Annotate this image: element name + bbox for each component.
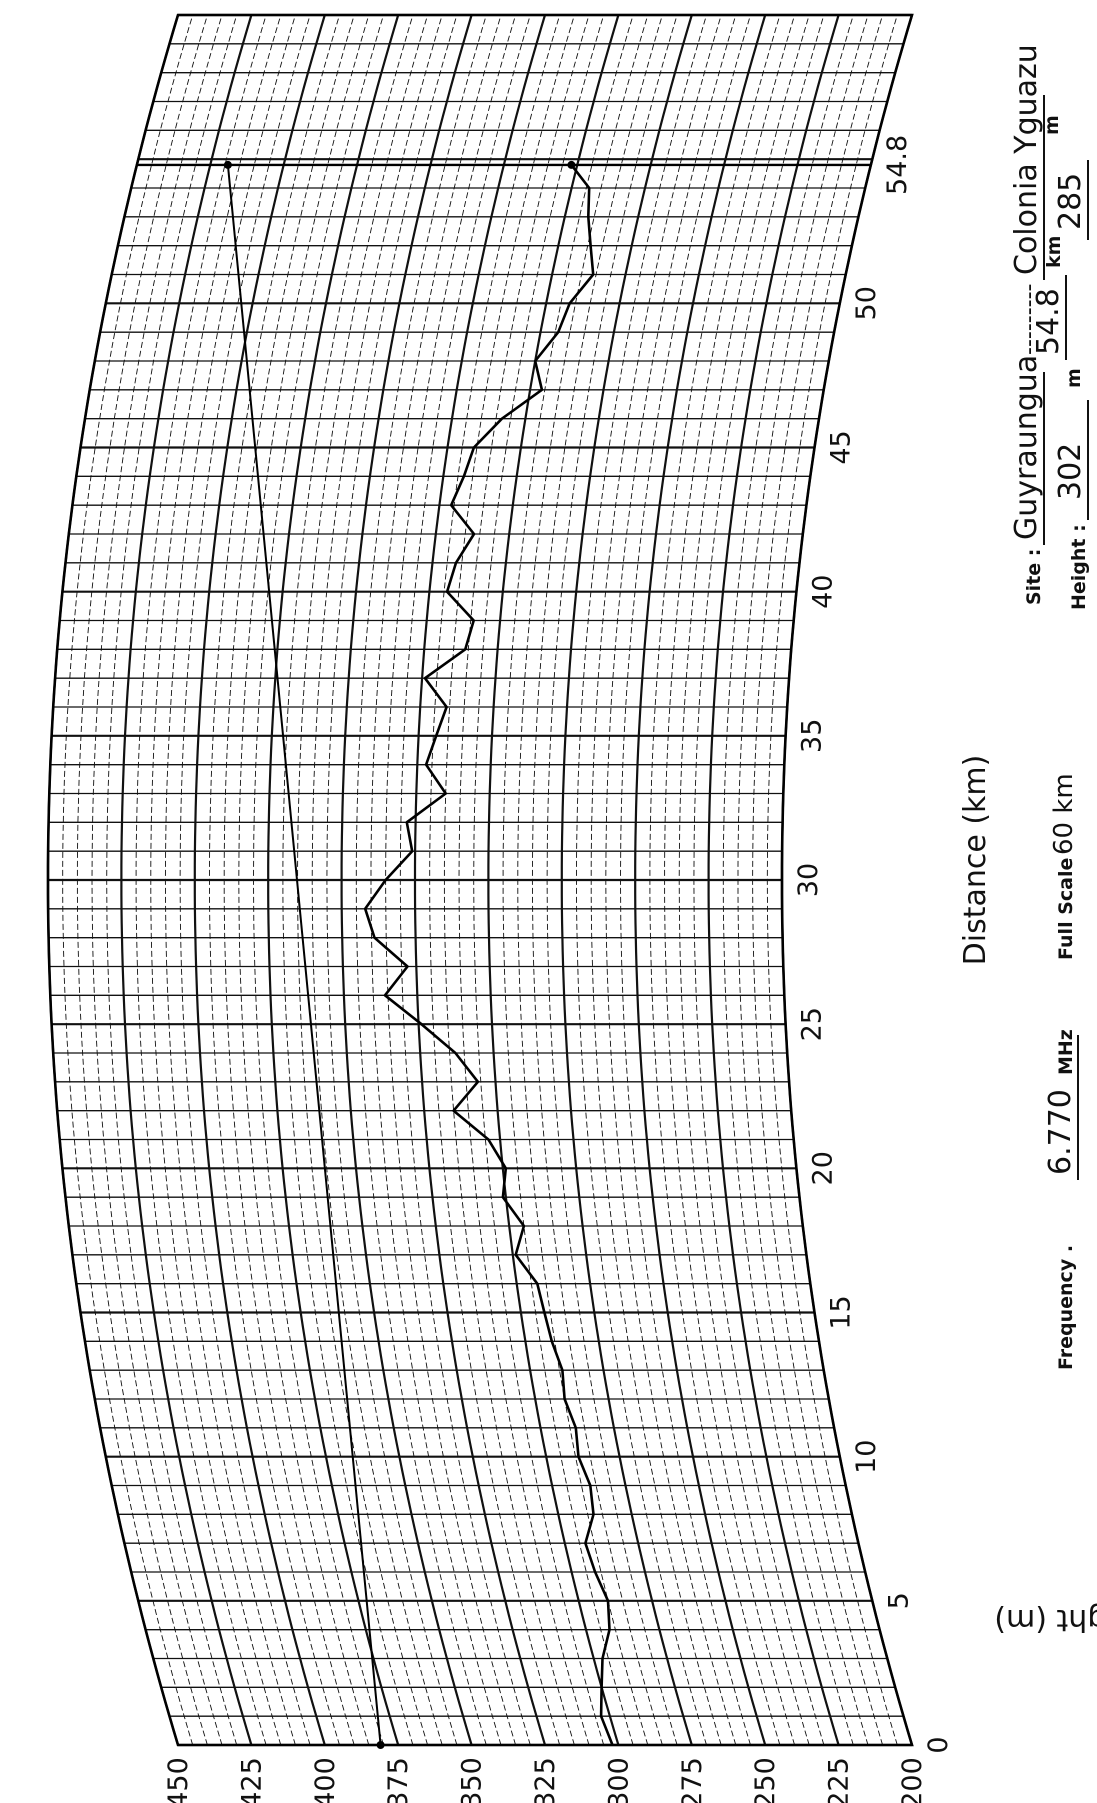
y-tick-label: 200: [897, 1757, 928, 1803]
grid-height-major: [340, 14, 473, 1746]
grid-height-minor: [531, 14, 663, 1746]
grid-height-minor: [253, 14, 384, 1746]
grid-height-minor: [135, 14, 267, 1746]
grid-height-minor: [752, 14, 884, 1746]
grid-height-minor: [91, 14, 223, 1746]
site-a-name: Guyraungua: [1009, 355, 1044, 540]
grid-height-minor: [664, 14, 796, 1746]
y-tick-label: 325: [530, 1757, 561, 1803]
y-tick-label: 275: [677, 1757, 708, 1803]
distance-unit: km: [1043, 236, 1065, 268]
y-axis-title: Height (m): [994, 1602, 1097, 1637]
grid-height-minor: [678, 14, 810, 1746]
height-tick-labels: 450 425 400 375 350 325 300 275 250 225 200: [163, 1757, 928, 1803]
grid-height-major: [120, 14, 253, 1746]
grid-height-major: [413, 14, 547, 1746]
grid-height-minor: [443, 14, 575, 1746]
frequency-value: 6.770: [1043, 1089, 1078, 1175]
grid-height-minor: [62, 14, 194, 1746]
grid-height-minor: [502, 14, 634, 1746]
grid-height-minor: [576, 14, 707, 1746]
x-tick-label: 0: [923, 1736, 954, 1753]
y-tick-label: 250: [750, 1757, 781, 1803]
grid-height-minor: [282, 14, 414, 1746]
grid-height-minor: [546, 14, 678, 1746]
grid-height-minor: [517, 14, 649, 1746]
x-tick-label: 50: [851, 286, 882, 320]
grid-height-minor: [164, 14, 296, 1746]
y-tick-label: 450: [163, 1757, 194, 1803]
grid-height-minor: [722, 14, 854, 1746]
y-tick-label: 425: [236, 1757, 267, 1803]
x-tick-label: 45: [826, 430, 857, 464]
x-tick-label: 10: [851, 1440, 882, 1474]
full-scale-label: Full Scale: [1055, 858, 1077, 960]
profile-series: [136, 160, 871, 1749]
line-of-sight: [226, 164, 382, 1746]
grid-height-minor: [106, 14, 238, 1746]
site-b-name: Colonia Yguazu: [1009, 44, 1044, 275]
height-b-value: 285: [1053, 173, 1088, 230]
y-tick-label: 375: [383, 1757, 414, 1803]
grid-height-minor: [737, 14, 869, 1746]
grid-height-major: [634, 14, 767, 1746]
frequency-unit: MHz: [1055, 1029, 1077, 1075]
grid-height-minor: [620, 14, 751, 1746]
x-tick-label: 40: [807, 575, 838, 609]
grid-height-minor: [766, 14, 898, 1746]
distance-value: 54.8: [1031, 288, 1066, 355]
grid-height-major: [267, 14, 400, 1746]
grid-height-minor: [399, 14, 531, 1746]
grid-height-minor: [590, 14, 722, 1746]
los-start-point: [376, 1741, 385, 1749]
grid-height-minor: [76, 14, 208, 1746]
grid-height-minor: [429, 14, 561, 1746]
height-a-unit: m: [1063, 368, 1085, 388]
site-dashes: ---------: [1017, 284, 1042, 355]
grid-border: [46, 13, 914, 1747]
x-axis-title: Distance (km): [958, 755, 993, 966]
grid-height-minor: [370, 14, 502, 1746]
grid-height-major: [560, 14, 693, 1746]
x-tick-label: 5: [883, 1592, 914, 1609]
full-scale-value: 60 km: [1049, 773, 1079, 855]
grid-height-major: [707, 14, 840, 1746]
frequency-label: Frequency .: [1055, 1245, 1077, 1370]
grid-height-minor: [238, 14, 370, 1746]
x-tick-label: 30: [793, 863, 824, 897]
height-a-value: 302: [1053, 443, 1088, 500]
site-label: Site :: [1023, 549, 1045, 605]
height-b-unit: m: [1041, 115, 1063, 135]
grid-height-major: [193, 14, 326, 1746]
grid-height-minor: [473, 14, 605, 1746]
grid-height-minor: [458, 14, 590, 1746]
distance-tick-labels: 0 5 10 15 20 25 30 35 40 45 50 54.8: [793, 135, 954, 1754]
y-tick-label: 300: [603, 1757, 634, 1803]
x-tick-label: 25: [797, 1007, 828, 1041]
grid-height-minor: [223, 14, 355, 1746]
grid-height-minor: [326, 14, 458, 1746]
grid-height-minor: [355, 14, 487, 1746]
grid-height-minor: [693, 14, 825, 1746]
grid-height-minor: [150, 14, 282, 1746]
grid-height-minor: [311, 14, 443, 1746]
x-tick-label: 15: [826, 1295, 857, 1329]
grid-height-minor: [209, 14, 340, 1746]
grid-height-minor: [179, 14, 311, 1746]
x-tick-label: 20: [807, 1151, 838, 1185]
y-tick-label: 225: [824, 1757, 855, 1803]
y-tick-label: 350: [457, 1757, 488, 1803]
earth-curvature-grid: [46, 13, 914, 1747]
y-tick-label: 400: [310, 1757, 341, 1803]
grid-height-major: [487, 14, 620, 1746]
end-distance-label: 54.8: [882, 135, 913, 195]
height-label: Height :: [1068, 524, 1090, 610]
grid-height-minor: [605, 14, 737, 1746]
x-tick-label: 35: [797, 719, 828, 753]
terrain-profile-line: [363, 164, 614, 1746]
grid-height-minor: [649, 14, 781, 1746]
